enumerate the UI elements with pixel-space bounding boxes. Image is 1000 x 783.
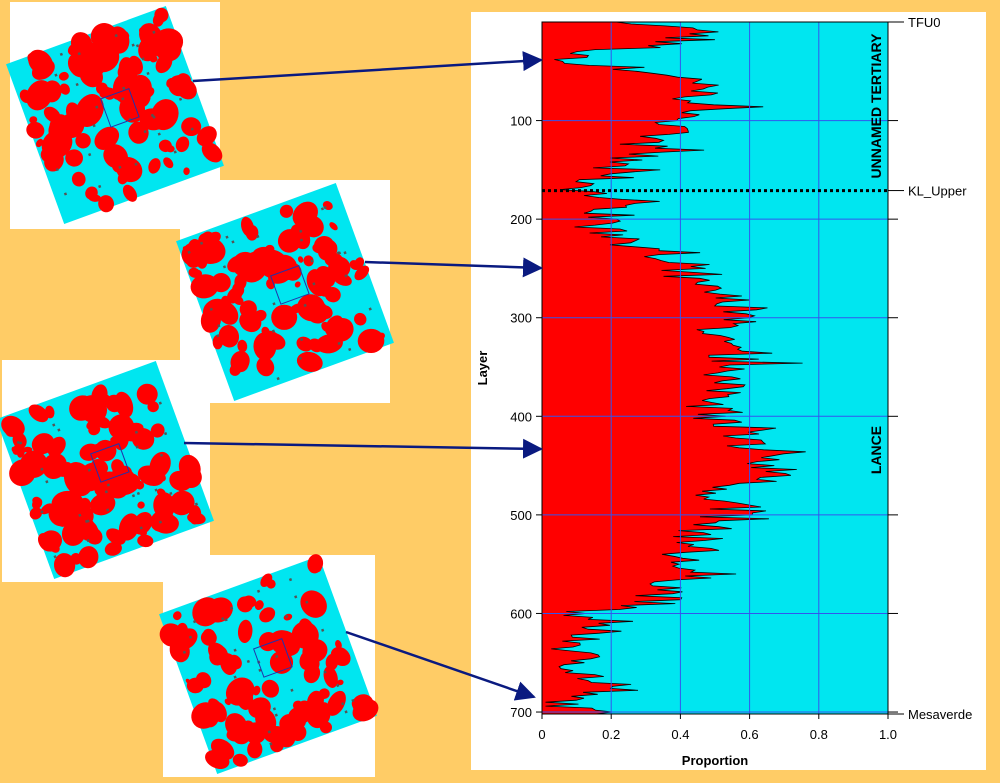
x-tick-label: 0.4 — [671, 727, 689, 742]
y-tick-label: 200 — [510, 212, 532, 227]
maps-layer — [0, 6, 394, 774]
x-tick-label: 0.8 — [810, 727, 828, 742]
x-tick-label: 0.6 — [741, 727, 759, 742]
proportion-chart: 0 0.2 0.4 0.6 0.8 1.0 100 200 300 400 500 600 700 T… — [475, 15, 972, 768]
horizon-label: Mesaverde — [908, 707, 972, 722]
facies-map-4 — [159, 554, 379, 774]
horizon-label: KL_Upper — [908, 184, 967, 199]
x-tick-label: 1.0 — [879, 727, 897, 742]
x-tick-label: 0.2 — [602, 727, 620, 742]
plot-frame — [541, 21, 889, 715]
y-tick-label: 600 — [510, 606, 532, 621]
y-axis-label: Layer — [475, 351, 490, 386]
sand-proportion-area — [541, 21, 806, 715]
unit-label-lance: LANCE — [868, 426, 884, 474]
connector-arrow-1 — [192, 51, 543, 83]
connector-arrow-3 — [183, 438, 543, 459]
y-tick-label: 300 — [510, 311, 532, 326]
x-axis-label: Proportion — [682, 753, 748, 768]
y-axis-ticks: 100 200 300 400 500 600 700 — [510, 114, 898, 720]
connector-arrow-4 — [345, 630, 536, 701]
y-tick-label: 100 — [510, 114, 532, 129]
grid-lines — [542, 22, 888, 714]
facies-map-3 — [0, 361, 214, 579]
y-tick-label: 500 — [510, 508, 532, 523]
facies-map-2 — [176, 183, 394, 401]
y-tick-label: 400 — [510, 409, 532, 424]
y-tick-label: 700 — [510, 705, 532, 720]
connector-arrow-2 — [364, 257, 543, 278]
connector-arrows — [183, 51, 543, 701]
horizon-labels: TFU0 KL_Upper Mesaverde — [888, 15, 972, 722]
horizon-label: TFU0 — [908, 15, 941, 30]
x-tick-label: 0 — [538, 727, 545, 742]
unit-label-unnamed-tertiary: UNNAMED TERTIARY — [868, 33, 884, 179]
x-axis-ticks: 0 0.2 0.4 0.6 0.8 1.0 — [538, 714, 897, 742]
facies-map-1 — [6, 6, 224, 224]
